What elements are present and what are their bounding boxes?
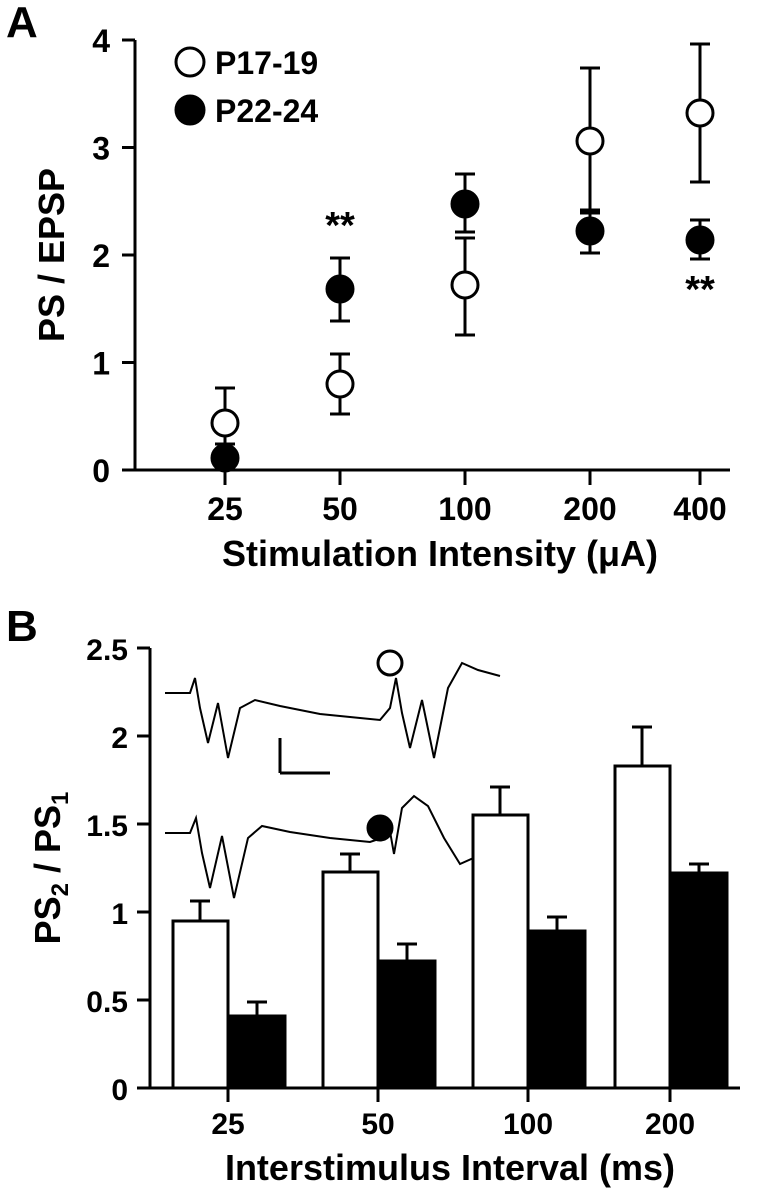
svg-text:0: 0 xyxy=(111,1074,128,1107)
panel-a: 0 1 2 3 4 25 50 100 200 4 0 xyxy=(30,0,770,580)
trace-open-icon xyxy=(378,651,402,675)
svg-text:50: 50 xyxy=(361,1108,394,1141)
svg-text:0: 0 xyxy=(92,453,110,489)
svg-text:400: 400 xyxy=(673,491,726,527)
svg-text:200: 200 xyxy=(645,1108,695,1141)
sig-50: ** xyxy=(325,205,355,247)
svg-text:100: 100 xyxy=(503,1108,553,1141)
svg-text:25: 25 xyxy=(207,491,243,527)
svg-text:4: 4 xyxy=(92,23,110,59)
legend-open-icon xyxy=(176,48,204,76)
scale-bar xyxy=(280,738,330,773)
sig-400: ** xyxy=(685,269,715,311)
legend-open-label: P17-19 xyxy=(215,45,318,81)
trace-filled-icon xyxy=(368,816,392,840)
panel-a-ytitle: PS / EPSP xyxy=(31,168,72,342)
panel-a-xtitle: Stimulation Intensity (μA) xyxy=(222,533,658,574)
svg-text:200: 200 xyxy=(563,491,616,527)
svg-text:100: 100 xyxy=(438,491,491,527)
panel-a-xticks: 25 50 100 200 400 xyxy=(207,470,726,527)
panel-b-xtitle: Interstimulus Interval (ms) xyxy=(225,1147,675,1188)
panel-a-filled-series xyxy=(215,174,710,470)
panel-a-yticks: 0 1 2 3 4 xyxy=(92,23,135,489)
svg-text:2: 2 xyxy=(92,238,110,274)
svg-text:1.5: 1.5 xyxy=(86,810,128,843)
svg-text:1: 1 xyxy=(92,346,110,382)
panel-b: 0 0.5 1 1.5 2 2.5 25 50 100 xyxy=(30,608,770,1196)
panel-a-legend: P17-19 P22-24 xyxy=(176,45,318,129)
figure: A 0 1 2 3 4 2 xyxy=(0,0,782,1200)
svg-text:0.5: 0.5 xyxy=(86,986,128,1019)
svg-text:1: 1 xyxy=(111,898,128,931)
svg-text:2: 2 xyxy=(111,722,128,755)
svg-text:25: 25 xyxy=(211,1108,244,1141)
svg-text:50: 50 xyxy=(322,491,358,527)
panel-b-traces xyxy=(165,651,500,898)
panel-b-xticks: 25 50 100 200 xyxy=(211,1088,695,1141)
panel-b-bars xyxy=(173,727,727,1088)
panel-b-ytitle: PS2 / PS1 xyxy=(30,792,74,945)
legend-filled-label: P22-24 xyxy=(215,93,318,129)
panel-b-yticks: 0 0.5 1 1.5 2 2.5 xyxy=(86,634,150,1107)
svg-text:2.5: 2.5 xyxy=(86,634,128,667)
svg-text:3: 3 xyxy=(92,131,110,167)
legend-filled-icon xyxy=(176,96,204,124)
